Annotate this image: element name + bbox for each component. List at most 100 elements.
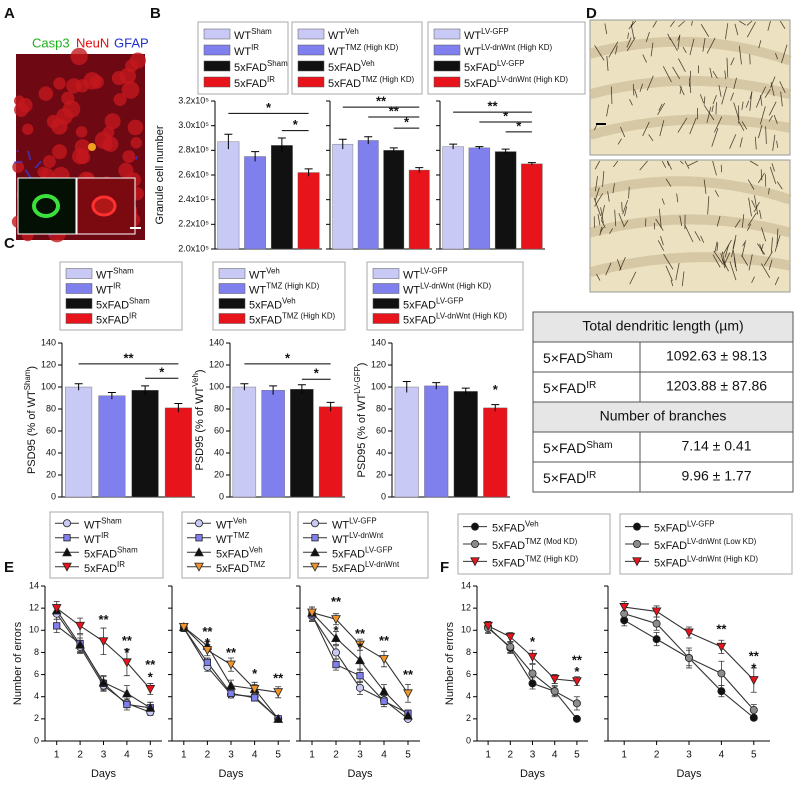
- legend-label-sup: TMZ (High KD): [345, 43, 399, 52]
- legend-label-main: 5xFAD: [332, 548, 365, 560]
- neuron: [775, 53, 779, 60]
- legend-label-main: WT: [332, 534, 349, 546]
- legend-swatch: [65, 298, 93, 309]
- legend-label-main: WT: [403, 269, 420, 281]
- neuron: [711, 105, 714, 112]
- neuron: [689, 70, 692, 87]
- legend-label: 5xFADSham: [234, 59, 288, 74]
- x-tick-label: 2: [77, 750, 83, 761]
- astrocyte: [27, 150, 32, 161]
- legend-label: WTLV-dnWnt (High KD): [403, 282, 492, 297]
- neuron: [679, 215, 683, 227]
- neuron: [632, 84, 635, 96]
- neuron: [776, 140, 779, 148]
- marker: [75, 639, 85, 649]
- legend-label: 5xFADVeh: [216, 545, 263, 560]
- neuron: [729, 134, 737, 149]
- legend-label-main: WT: [234, 30, 251, 42]
- legend-swatch: [372, 268, 400, 279]
- marker: [572, 677, 582, 687]
- x-tick-label: 5: [275, 750, 281, 761]
- cell: [52, 144, 68, 160]
- neuron: [761, 86, 767, 96]
- neuron: [616, 259, 622, 270]
- neuron: [734, 219, 741, 228]
- legend-label-main: 5xFAD: [403, 314, 436, 326]
- legend-label-main: WT: [249, 269, 266, 281]
- legend-label-main: WT: [96, 269, 113, 281]
- panel-label: E: [4, 559, 14, 576]
- significance: *: [574, 664, 580, 679]
- neuron: [756, 243, 766, 255]
- error-bar: [501, 148, 510, 155]
- neuron: [645, 31, 650, 43]
- legend-label: WTIR: [234, 43, 259, 58]
- legend-label-main: 5xFAD: [84, 563, 117, 575]
- neuron: [617, 138, 622, 145]
- neuron: [626, 37, 632, 48]
- neuron: [639, 160, 648, 171]
- neuron: [609, 228, 613, 235]
- panel-label: C: [4, 235, 15, 252]
- error-bar: [240, 383, 249, 391]
- legend-swatch: [297, 76, 325, 88]
- legend-label-sup: Veh: [282, 297, 296, 306]
- neuron: [606, 56, 609, 71]
- legend-label-main: 5xFAD: [464, 62, 497, 74]
- neuron: [758, 124, 763, 139]
- granule-band: [588, 114, 791, 140]
- neuron: [648, 134, 654, 142]
- neuron: [610, 86, 613, 104]
- significance: **: [389, 103, 400, 118]
- marker: [550, 687, 559, 696]
- legend-label-sup: LV-dnWnt (High KD): [687, 554, 758, 563]
- astrocyte: [34, 160, 42, 169]
- legend-label-sup: IR: [251, 43, 259, 52]
- y-tick-label: 140: [41, 337, 56, 347]
- neuron: [630, 24, 635, 40]
- neuron: [634, 88, 638, 98]
- legend-label-sup: Sham: [251, 27, 272, 36]
- neuron: [658, 103, 663, 111]
- table-group-main: 5×FAD: [543, 380, 586, 396]
- y-tick-label: 12: [29, 603, 39, 613]
- neuron: [600, 207, 604, 224]
- legend-label: WTVeh: [249, 267, 280, 282]
- legend-label-main: 5xFAD: [96, 299, 129, 311]
- x-tick-label: 5: [405, 750, 411, 761]
- legend-swatch: [433, 60, 461, 72]
- marker: [483, 621, 493, 631]
- error-bar: [269, 385, 278, 395]
- neuron: [669, 37, 678, 52]
- legend-swatch: [433, 76, 461, 88]
- marker: [549, 675, 560, 685]
- panel-label: B: [150, 5, 161, 22]
- legend-swatch: [297, 60, 325, 72]
- marker: [355, 640, 365, 650]
- neuron: [747, 223, 752, 231]
- marker: [749, 706, 758, 715]
- neuron: [657, 240, 665, 251]
- neuron: [768, 187, 770, 195]
- legend-swatch: [372, 283, 400, 294]
- legend-label-sup: IR: [101, 531, 109, 540]
- legend-marker: [470, 540, 479, 549]
- significance: *: [404, 115, 410, 130]
- cell: [61, 91, 75, 105]
- legend-marker: [310, 562, 320, 572]
- y-tick-label: 0: [34, 735, 39, 745]
- neuron: [770, 76, 776, 88]
- neuron: [706, 37, 716, 54]
- marker: [227, 689, 235, 697]
- error-bar: [304, 168, 313, 177]
- legend-label: 5xFADIR: [234, 75, 275, 90]
- y-tick-label: 14: [461, 580, 471, 590]
- neuron: [721, 258, 729, 272]
- table-group-sup: IR: [586, 380, 596, 391]
- panel-label: D: [586, 5, 597, 22]
- bar: [424, 385, 449, 498]
- bar: [453, 391, 478, 498]
- cell: [12, 161, 25, 173]
- neuron: [689, 78, 692, 94]
